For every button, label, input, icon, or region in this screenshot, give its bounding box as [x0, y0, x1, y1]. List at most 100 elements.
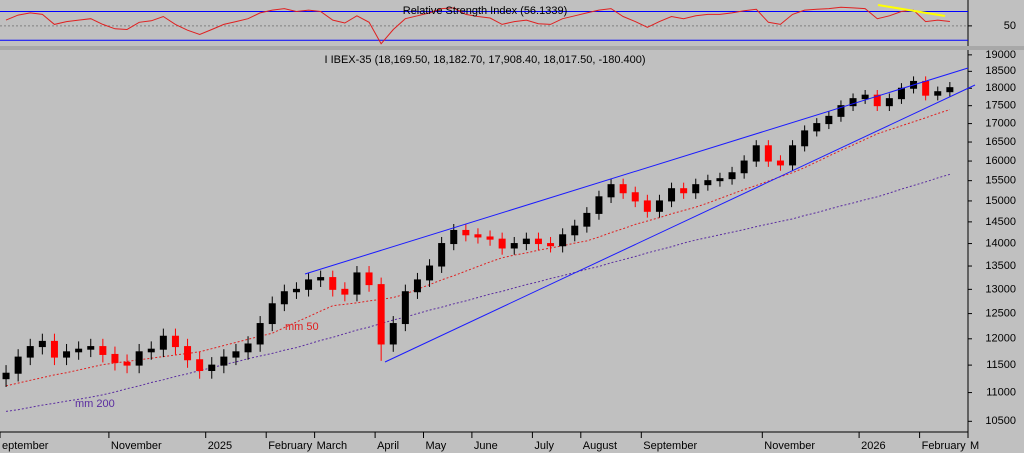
candle-body: [292, 288, 300, 293]
candle-body: [619, 184, 627, 194]
candle-body: [607, 184, 615, 198]
x-tick-label: November: [764, 440, 815, 452]
y-tick-label: 18000: [985, 82, 1016, 94]
candle-body: [329, 277, 337, 290]
x-tick-label: February: [268, 440, 313, 452]
candle-body: [135, 351, 143, 366]
candle-body: [171, 335, 179, 348]
candle-body: [280, 291, 288, 305]
lower-trendline: [384, 84, 976, 363]
y-tick-label: 11000: [986, 386, 1016, 398]
x-tick-label: March: [317, 440, 348, 452]
candle-body: [377, 284, 385, 345]
mm200-label: mm 200: [75, 398, 115, 410]
candle-body: [389, 323, 397, 345]
x-tick-label: February: [922, 440, 967, 452]
x-tick-label: August: [583, 440, 617, 452]
candle-body: [244, 343, 252, 353]
candle-body: [873, 94, 881, 107]
candle-body: [438, 243, 446, 267]
candle-body: [764, 145, 772, 162]
candle-body: [426, 265, 434, 281]
candle-body: [752, 145, 760, 162]
x-tick-label: April: [377, 440, 399, 452]
x-tick-label: M: [970, 440, 979, 452]
candle-body: [99, 346, 107, 355]
candle-body: [498, 238, 506, 249]
candle-body: [413, 279, 421, 293]
candle-body: [2, 372, 10, 380]
candle-body: [837, 105, 845, 117]
y-tick-label: 10500: [985, 415, 1016, 427]
y-tick-label: 14000: [985, 237, 1016, 249]
x-tick-label: June: [474, 440, 498, 452]
candle-body: [740, 160, 748, 174]
y-tick-label: 17500: [985, 100, 1016, 112]
candle-body: [668, 188, 676, 202]
y-tick-label: 16500: [985, 136, 1016, 148]
candle-body: [776, 160, 784, 166]
candle-body: [486, 236, 494, 240]
y-tick-label: 15000: [985, 195, 1016, 207]
y-tick-label: 11500: [986, 359, 1016, 371]
candle-body: [38, 340, 46, 348]
candle-body: [861, 94, 869, 100]
candle-body: [510, 243, 518, 249]
candle-body: [111, 353, 119, 363]
candle-body: [50, 340, 58, 358]
candle-body: [934, 91, 942, 96]
candle-body: [159, 335, 167, 350]
candle-body: [692, 184, 700, 194]
y-tick-label: 15500: [985, 175, 1016, 187]
candle-body: [317, 277, 325, 281]
candle-body: [26, 346, 34, 358]
chart-title: I IBEX-35 (18,169.50, 18,182.70, 17,908.…: [324, 54, 645, 66]
candle-body: [547, 243, 555, 247]
candle-body: [704, 180, 712, 186]
candle-body: [305, 279, 313, 290]
candle-body: [946, 87, 954, 93]
candle-body: [208, 364, 216, 372]
candle-body: [813, 123, 821, 132]
x-tick-label: eptember: [2, 440, 49, 452]
x-tick-label: July: [534, 440, 554, 452]
moving-average: [5, 173, 951, 412]
candle-body: [450, 229, 458, 245]
candle-body: [147, 348, 155, 353]
y-tick-label: 17000: [985, 117, 1016, 129]
candle-body: [680, 188, 688, 194]
x-tick-label: September: [643, 440, 697, 452]
upper-trendline: [304, 67, 969, 275]
candle-body: [885, 98, 893, 107]
candle-body: [559, 234, 567, 247]
x-tick-label: November: [111, 440, 162, 452]
candle-body: [268, 303, 276, 325]
candle-body: [196, 359, 204, 372]
candle-body: [583, 212, 591, 227]
candle-body: [220, 356, 228, 366]
candle-body: [401, 291, 409, 325]
candle-body: [789, 145, 797, 166]
candle-body: [474, 234, 482, 238]
candle-body: [365, 272, 373, 286]
candle-body: [643, 200, 651, 212]
candle-body: [716, 178, 724, 182]
mm50-label: mm 50: [285, 321, 319, 333]
y-tick-label: 13000: [985, 283, 1016, 295]
rsi-title: Relative Strength Index (56.1339): [403, 5, 568, 17]
candle-body: [595, 196, 603, 214]
x-tick-label: 2025: [208, 440, 232, 452]
candle-body: [571, 225, 579, 236]
y-tick-label: 19000: [985, 49, 1016, 61]
candle-body: [184, 346, 192, 361]
candle-body: [256, 323, 264, 345]
candle-body: [123, 361, 131, 366]
candle-body: [522, 238, 530, 245]
x-tick-label: 2026: [861, 440, 885, 452]
y-tick-label: 18500: [985, 65, 1016, 77]
candle-body: [801, 130, 809, 147]
rsi-trendline: [877, 4, 946, 17]
